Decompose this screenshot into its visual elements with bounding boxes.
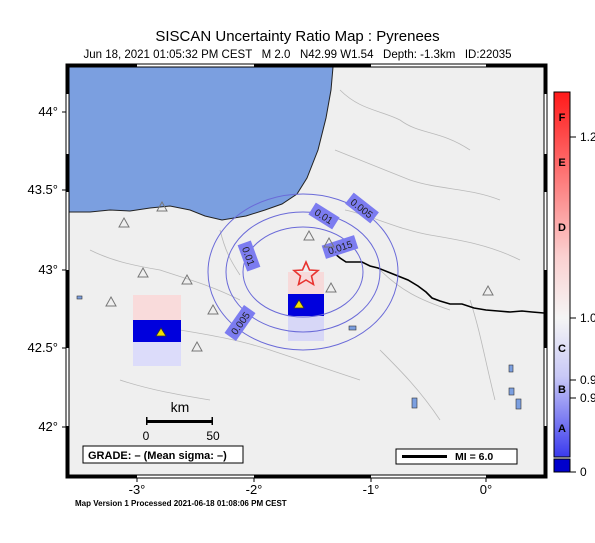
colorbar-value: 1.0 <box>580 311 595 325</box>
station-triangle <box>323 236 335 248</box>
station-triangle-active <box>155 327 167 337</box>
colorbar-grade: D <box>558 222 566 234</box>
colorbar-value: 0 <box>580 465 587 479</box>
scale-bar-end: 50 <box>206 429 220 443</box>
lat-tick-label: 44° <box>38 104 58 119</box>
scale-bar-unit: km <box>171 399 190 415</box>
station-triangle <box>207 303 219 315</box>
station-markers <box>105 200 494 352</box>
contours <box>207 193 399 351</box>
station-triangle <box>105 295 117 307</box>
map-body: 0.005 0.01 0.015 0.01 0.005 <box>69 67 544 475</box>
colorbar-grade: F <box>559 112 566 124</box>
lon-tick-label: 0° <box>480 482 492 497</box>
station-triangle <box>181 273 193 285</box>
colorbar-grade: C <box>558 343 566 355</box>
lon-tick-label: -3° <box>129 482 146 497</box>
station-triangle-active <box>293 299 305 309</box>
lat-tick-label: 43.5° <box>27 182 58 197</box>
colorbar-grade: B <box>558 384 566 396</box>
lon-tick-label: -2° <box>246 482 263 497</box>
grade-box: GRADE: – (Mean sigma: –) <box>82 445 244 464</box>
station-triangle <box>156 200 168 212</box>
epicenter-star <box>291 260 321 287</box>
lat-tick-label: 42.5° <box>27 340 58 355</box>
uncertainty-grid <box>133 272 324 366</box>
lat-axis: 44° 43.5° 43° 42.5° 42° <box>27 104 58 434</box>
lon-tick-label: -1° <box>363 482 380 497</box>
border-line <box>325 246 544 314</box>
colorbar: F E D C B A 1.2 1.0 0.9 0.9 0 <box>553 91 595 479</box>
station-triangle <box>137 266 149 278</box>
lakes <box>76 295 522 410</box>
station-triangle <box>118 216 130 228</box>
colorbar-value: 1.2 <box>580 130 595 144</box>
station-triangle <box>191 340 203 352</box>
colorbar-value: 0.9 <box>580 391 595 405</box>
map-frame <box>62 63 548 482</box>
station-triangle <box>303 229 315 241</box>
colorbar-grade: E <box>558 157 565 169</box>
map-title: SISCAN Uncertainty Ratio Map : Pyrenees <box>155 28 440 45</box>
mi-legend: MI = 6.0 <box>395 448 518 465</box>
mi-legend-text: MI = 6.0 <box>455 451 493 463</box>
active-stations <box>155 299 305 337</box>
lon-axis: -3° -2° -1° 0° <box>129 482 493 497</box>
scale-bar-start: 0 <box>143 429 150 443</box>
map-footer: Map Version 1 Processed 2021-06-18 01:08… <box>75 499 287 508</box>
colorbar-value: 0.9 <box>580 373 595 387</box>
station-triangle <box>482 284 494 296</box>
station-triangle <box>325 281 337 293</box>
lat-tick-label: 42° <box>38 419 58 434</box>
colorbar-grade: A <box>558 423 566 435</box>
map-subtitle: Jun 18, 2021 01:05:32 PM CEST M 2.0 N42.… <box>83 49 512 61</box>
scale-bar: km 0 50 <box>143 399 220 443</box>
rivers <box>89 89 521 421</box>
grade-text: GRADE: – (Mean sigma: –) <box>88 450 227 462</box>
lat-tick-label: 43° <box>38 262 58 277</box>
